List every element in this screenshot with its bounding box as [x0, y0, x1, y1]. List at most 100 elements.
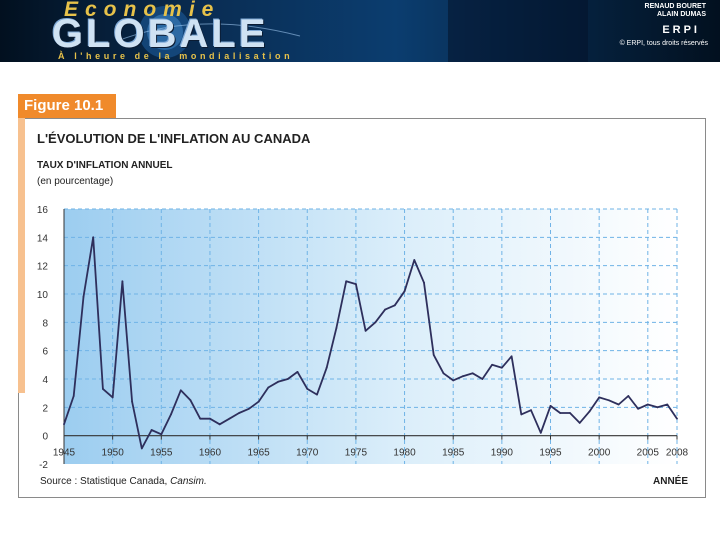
source-note: Source : Statistique Canada, Cansim. [40, 476, 207, 487]
y-tick-label: 10 [37, 290, 49, 301]
data-point [627, 395, 630, 397]
data-point [646, 403, 649, 406]
data-point [452, 379, 455, 382]
x-tick-label: 2008 [666, 448, 689, 459]
x-axis-label: ANNÉE [653, 476, 689, 487]
source-name: Cansim. [170, 476, 207, 487]
data-point [247, 407, 250, 410]
series-inflation [63, 236, 678, 450]
figure-label: Figure 10.1 [18, 94, 116, 118]
data-point [345, 280, 348, 283]
data-point [500, 366, 503, 369]
data-point [82, 295, 85, 298]
y-tick-label: 2 [42, 403, 48, 414]
source-prefix: Source : Statistique Canada, [40, 476, 171, 487]
data-point [102, 388, 104, 390]
x-tick-label: 1960 [199, 448, 222, 459]
data-point [530, 409, 532, 412]
y-tick-label: 14 [37, 233, 49, 244]
data-point [72, 395, 75, 397]
data-point [364, 329, 367, 332]
data-point [140, 447, 143, 450]
data-point [160, 433, 163, 436]
data-point [111, 396, 114, 399]
data-point [539, 431, 542, 434]
data-point [520, 413, 523, 416]
x-tick-label: 1970 [296, 448, 319, 459]
data-point [607, 399, 610, 402]
data-point [676, 417, 678, 420]
data-point [393, 304, 396, 307]
data-point [588, 410, 591, 413]
x-tick-label: 1980 [393, 448, 416, 459]
data-point [257, 400, 260, 403]
data-point [442, 372, 445, 375]
data-point [559, 412, 562, 414]
data-point [228, 417, 231, 420]
x-tick-label: 1975 [345, 448, 368, 459]
data-point [335, 327, 338, 329]
data-point [462, 375, 464, 378]
x-tick-labels: 1945 1950 1955 1960 1965 1970 1975 1980 1985 1990… [53, 448, 689, 459]
data-point [131, 400, 134, 403]
authors: RENAUD BOURET ALAIN DUMAS [645, 3, 706, 19]
data-point [637, 407, 639, 410]
x-tick-label: 1945 [53, 448, 76, 459]
publisher-logo: ERPI [662, 24, 700, 36]
data-point [150, 429, 153, 431]
y-tick-label: 16 [37, 205, 49, 216]
data-point [432, 354, 435, 356]
data-point [189, 399, 192, 402]
x-tick-label: 1995 [539, 448, 562, 459]
copyright-notice: © ERPI, tous droits réservés [619, 40, 708, 47]
data-point [306, 388, 309, 390]
y-tick-label: 0 [42, 432, 48, 443]
data-point [267, 386, 270, 389]
y-tick-labels: -2 0 2 4 6 8 10 12 14 16 [37, 205, 49, 471]
x-tick-label: 1990 [491, 448, 514, 459]
data-point [286, 378, 289, 380]
data-point [325, 366, 328, 369]
x-tick-label: 2000 [588, 448, 611, 459]
x-tick-label: 1950 [102, 448, 125, 459]
data-point [491, 363, 494, 366]
book-subtitle: À l'heure de la mondialisation [58, 51, 294, 61]
book-title-top: Économie [64, 0, 221, 21]
data-point [296, 371, 299, 373]
data-point [199, 417, 202, 420]
data-point [121, 280, 124, 283]
y-tick-label: 6 [42, 347, 48, 358]
grid-lines [64, 208, 678, 464]
y-tick-label: 8 [42, 318, 48, 329]
data-point [92, 236, 95, 239]
y-tick-label: -2 [39, 460, 48, 471]
data-point [238, 412, 241, 414]
y-tick-label: 4 [42, 375, 48, 386]
x-tick-label: 1965 [247, 448, 270, 459]
data-point [666, 403, 669, 406]
data-point [423, 281, 425, 284]
data-point [471, 372, 474, 375]
data-point [578, 422, 581, 424]
y-axis-label: TAUX D'INFLATION ANNUEL [37, 160, 173, 171]
figure-side-strip [18, 118, 25, 393]
plot-background [64, 209, 677, 464]
book-banner: Économie GLOBALE À l'heure de la mondial… [0, 0, 720, 62]
data-point [510, 355, 513, 358]
data-point [179, 389, 182, 392]
data-point [374, 321, 377, 324]
data-point [656, 406, 659, 409]
globe-banner-graphic [119, 0, 588, 62]
axes [63, 209, 678, 464]
data-point [481, 378, 484, 380]
y-axis-unit: (en pourcentage) [37, 176, 114, 187]
data-point [617, 403, 620, 406]
data-point [355, 283, 357, 285]
y-tick-label: 12 [37, 262, 49, 273]
data-point [63, 423, 65, 426]
data-point [598, 396, 601, 399]
author-name: RENAUD BOURET [644, 3, 706, 10]
author-name: ALAIN DUMAS [657, 11, 706, 18]
x-tick-label: 1955 [150, 448, 173, 459]
